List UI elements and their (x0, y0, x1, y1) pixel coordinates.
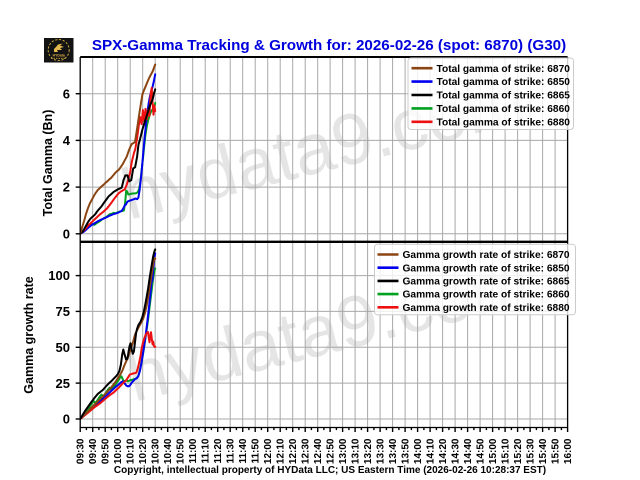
svg-text:09:30: 09:30 (75, 438, 86, 464)
svg-text:13:50: 13:50 (400, 438, 411, 464)
svg-text:75: 75 (56, 304, 70, 319)
svg-text:15:40: 15:40 (538, 438, 549, 464)
svg-text:11:40: 11:40 (238, 438, 249, 463)
svg-text:0: 0 (63, 226, 70, 241)
svg-text:Gamma growth rate of strike: 6: Gamma growth rate of strike: 6860 (403, 290, 570, 301)
svg-text:Total gamma of strike: 6865: Total gamma of strike: 6865 (437, 91, 571, 102)
svg-text:13:10: 13:10 (350, 438, 361, 464)
svg-text:Total gamma of strike: 6860: Total gamma of strike: 6860 (437, 104, 571, 115)
svg-text:15:30: 15:30 (525, 438, 536, 464)
svg-text:Gamma growth rate of strike: 6: Gamma growth rate of strike: 6850 (403, 263, 570, 274)
svg-text:10:00: 10:00 (113, 438, 124, 464)
svg-text:11:50: 11:50 (250, 438, 261, 463)
svg-text:15:00: 15:00 (488, 438, 499, 464)
svg-text:14:40: 14:40 (463, 438, 474, 464)
svg-text:13:30: 13:30 (375, 438, 386, 464)
svg-text:25: 25 (56, 376, 70, 391)
svg-text:09:50: 09:50 (100, 438, 111, 464)
svg-text:50: 50 (56, 340, 70, 355)
svg-text:11:20: 11:20 (213, 438, 224, 463)
svg-text:14:10: 14:10 (425, 438, 436, 464)
svg-text:16:00: 16:00 (563, 438, 574, 464)
svg-text:Total gamma of strike: 6850: Total gamma of strike: 6850 (437, 77, 571, 88)
svg-text:Gamma growth rate of strike: 6: Gamma growth rate of strike: 6880 (403, 303, 570, 314)
svg-text:10:10: 10:10 (125, 438, 136, 464)
svg-text:14:20: 14:20 (438, 438, 449, 464)
svg-text:12:20: 12:20 (288, 438, 299, 464)
svg-text:14:30: 14:30 (450, 438, 461, 464)
svg-text:2: 2 (63, 180, 70, 195)
svg-text:4: 4 (63, 133, 71, 148)
svg-text:14:00: 14:00 (413, 438, 424, 464)
svg-text:10:50: 10:50 (175, 438, 186, 464)
svg-text:Total gamma of strike: 6880: Total gamma of strike: 6880 (437, 117, 571, 128)
svg-text:13:20: 13:20 (363, 438, 374, 464)
svg-text:12:00: 12:00 (263, 438, 274, 464)
svg-text:13:00: 13:00 (338, 438, 349, 464)
svg-text:15:50: 15:50 (550, 438, 561, 464)
svg-text:0: 0 (63, 412, 70, 427)
svg-text:Gamma growth rate of strike: 6: Gamma growth rate of strike: 6870 (403, 250, 570, 261)
svg-text:12:30: 12:30 (300, 438, 311, 464)
svg-text:10:40: 10:40 (163, 438, 174, 464)
svg-text:12:10: 12:10 (275, 438, 286, 464)
svg-text:6: 6 (63, 86, 70, 101)
svg-text:Gamma growth rate of strike: 6: Gamma growth rate of strike: 6865 (403, 277, 570, 288)
svg-text:11:00: 11:00 (188, 438, 199, 463)
svg-text:Copyright, intellectual proper: Copyright, intellectual property of HYDa… (114, 465, 546, 476)
svg-text:Total gamma of strike: 6870: Total gamma of strike: 6870 (437, 64, 571, 75)
svg-text:13:40: 13:40 (388, 438, 399, 464)
svg-text:SPX-Gamma Tracking & Growth fo: SPX-Gamma Tracking & Growth for: 2026-02… (92, 37, 566, 54)
svg-text:09:40: 09:40 (88, 438, 99, 464)
svg-text:10:20: 10:20 (138, 438, 149, 464)
svg-text:14:50: 14:50 (475, 438, 486, 464)
svg-text:Gamma growth rate: Gamma growth rate (22, 276, 36, 393)
svg-text:12:40: 12:40 (313, 438, 324, 464)
svg-text:15:10: 15:10 (500, 438, 511, 464)
svg-text:11:30: 11:30 (225, 438, 236, 463)
svg-text:15:20: 15:20 (513, 438, 524, 464)
svg-text:12:50: 12:50 (325, 438, 336, 464)
svg-text:100: 100 (48, 268, 70, 283)
svg-text:11:10: 11:10 (200, 438, 211, 463)
svg-text:Total Gamma (Bn): Total Gamma (Bn) (41, 110, 55, 217)
svg-text:HYData: HYData (53, 53, 65, 57)
svg-text:10:30: 10:30 (150, 438, 161, 464)
